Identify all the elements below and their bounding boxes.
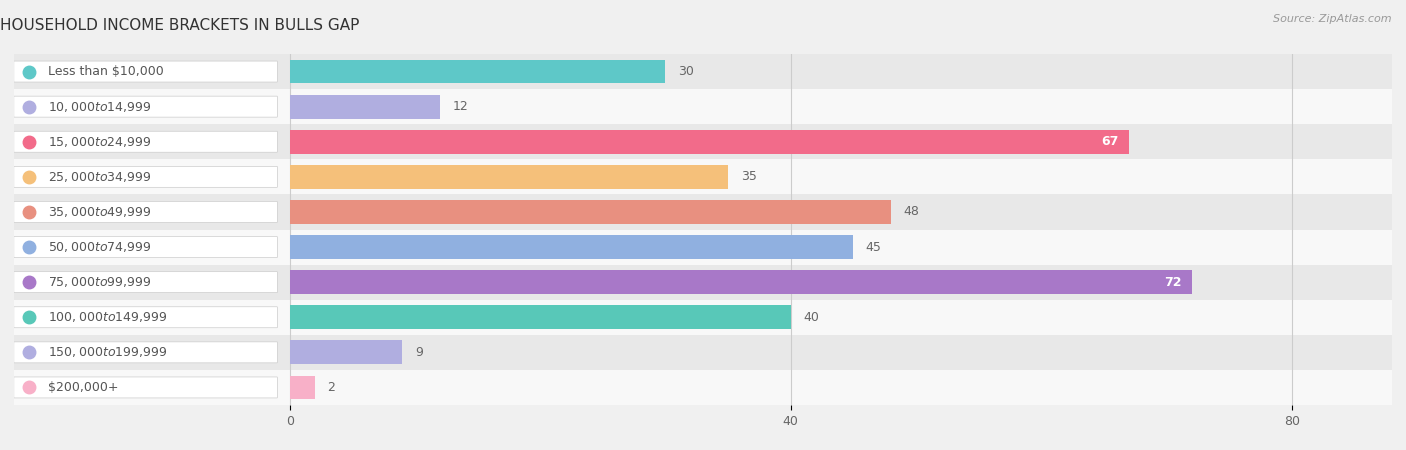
Bar [14,124,1392,159]
Text: $50,000 to $74,999: $50,000 to $74,999 [48,240,152,254]
Bar [14,194,1392,230]
Text: 67: 67 [1101,135,1119,148]
Text: 48: 48 [904,206,920,218]
Bar [290,165,728,189]
Text: 45: 45 [866,241,882,253]
Text: 72: 72 [1164,276,1181,288]
Bar [14,335,1392,370]
Bar [14,159,1392,194]
Text: $25,000 to $34,999: $25,000 to $34,999 [48,170,152,184]
Text: $150,000 to $199,999: $150,000 to $199,999 [48,345,167,360]
FancyBboxPatch shape [14,202,277,222]
FancyBboxPatch shape [14,131,277,152]
Bar [290,375,315,400]
Text: HOUSEHOLD INCOME BRACKETS IN BULLS GAP: HOUSEHOLD INCOME BRACKETS IN BULLS GAP [0,18,360,33]
Text: $35,000 to $49,999: $35,000 to $49,999 [48,205,152,219]
FancyBboxPatch shape [14,61,277,82]
Text: $100,000 to $149,999: $100,000 to $149,999 [48,310,167,324]
Text: $15,000 to $24,999: $15,000 to $24,999 [48,135,152,149]
Bar [290,59,665,84]
FancyBboxPatch shape [14,377,277,398]
Bar [14,370,1392,405]
Text: 40: 40 [803,311,820,324]
Text: 9: 9 [415,346,423,359]
Bar [290,270,1191,294]
Bar [290,340,402,364]
FancyBboxPatch shape [14,166,277,187]
FancyBboxPatch shape [14,96,277,117]
FancyBboxPatch shape [14,272,277,292]
Bar [290,130,1129,154]
Bar [14,230,1392,265]
Text: 12: 12 [453,100,468,113]
FancyBboxPatch shape [14,342,277,363]
Text: Source: ZipAtlas.com: Source: ZipAtlas.com [1274,14,1392,23]
Text: 2: 2 [328,381,335,394]
Text: Less than $10,000: Less than $10,000 [48,65,163,78]
Bar [14,89,1392,124]
FancyBboxPatch shape [14,237,277,257]
Bar [290,200,891,224]
Text: $200,000+: $200,000+ [48,381,118,394]
Bar [14,300,1392,335]
Text: $10,000 to $14,999: $10,000 to $14,999 [48,99,152,114]
Bar [290,94,440,119]
Bar [14,265,1392,300]
Text: $75,000 to $99,999: $75,000 to $99,999 [48,275,152,289]
FancyBboxPatch shape [14,307,277,328]
Text: 30: 30 [678,65,693,78]
Bar [290,235,853,259]
Bar [14,54,1392,89]
Bar [290,305,790,329]
Text: 35: 35 [741,171,756,183]
